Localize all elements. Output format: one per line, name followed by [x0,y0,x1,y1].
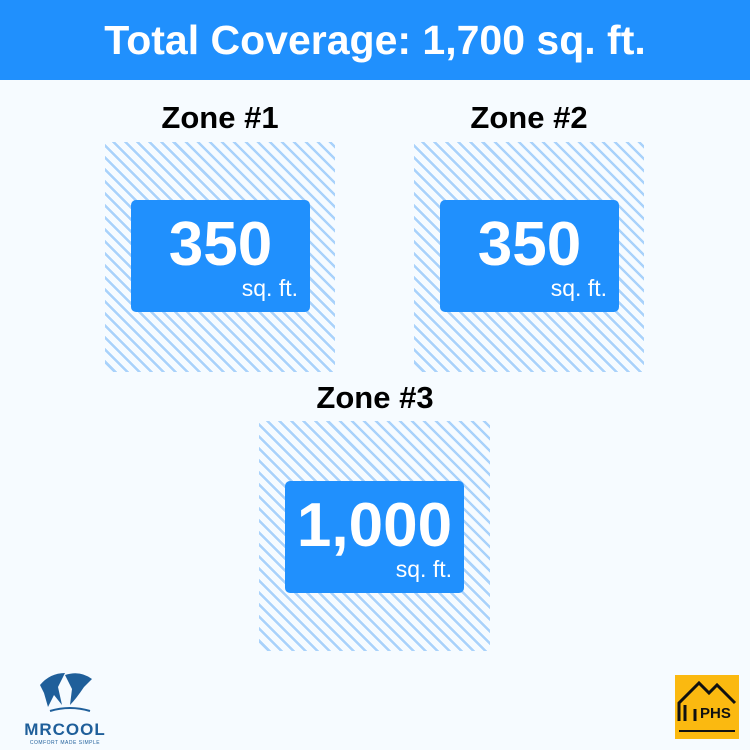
mrcool-wordmark: MRCOOL [24,720,106,739]
zone-3-unit: sq. ft. [395,556,452,582]
polar-bear-icon [40,673,92,712]
zone-2-value: 350 [477,210,582,279]
zone-1-card: 350 sq. ft. [131,200,310,312]
zone-3-value: 1,000 [296,491,453,560]
zone-1-value: 350 [168,210,273,279]
zone-2-title: Zone #2 [470,100,588,135]
zone-3-title: Zone #3 [316,380,434,415]
mrcool-logo: MRCOOL COMFORT MADE SIMPLE [10,665,120,746]
phs-wordmark: PHS [700,705,731,722]
phs-logo: PHS [675,675,739,739]
page-title: Total Coverage: 1,700 sq. ft. [0,0,750,80]
zone-2-card: 350 sq. ft. [440,200,619,312]
zone-1-title: Zone #1 [161,100,279,135]
zone-1-unit: sq. ft. [241,275,298,301]
zone-2-unit: sq. ft. [550,275,607,301]
house-icon [677,680,737,732]
mrcool-tagline: COMFORT MADE SIMPLE [29,740,101,746]
zone-3-card: 1,000 sq. ft. [285,481,464,593]
